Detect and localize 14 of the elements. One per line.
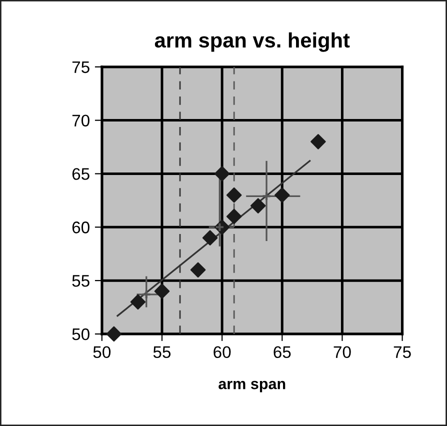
y-tick-label: 50: [72, 328, 90, 340]
x-tick-label: 55: [153, 346, 171, 358]
y-tick-label: 70: [72, 114, 90, 127]
x-tick-label: 60: [214, 346, 231, 358]
x-tick-label: 50: [93, 346, 111, 358]
y-tick-label: 60: [72, 222, 90, 234]
x-tick-label: 70: [334, 346, 351, 358]
y-tick-label: 75: [72, 61, 90, 74]
x-tick-label: 75: [394, 346, 411, 358]
x-tick-label: 65: [274, 346, 291, 358]
y-tick-label: 55: [72, 275, 90, 287]
y-tick-label: 65: [72, 168, 90, 180]
chart-title: arm span vs. height: [154, 32, 350, 52]
x-axis-title: arm span: [218, 380, 286, 392]
